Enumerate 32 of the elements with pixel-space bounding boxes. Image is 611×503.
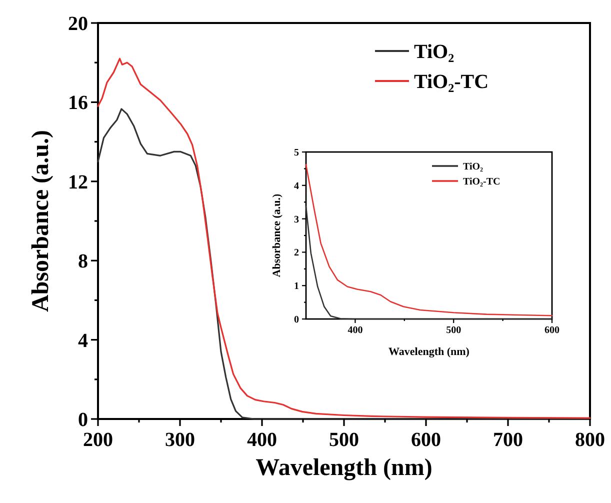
y-tick-label: 4 [78, 330, 88, 352]
x-axis-title: Wavelength (nm) [256, 455, 432, 481]
x-tick-label: 500 [446, 325, 462, 336]
legend-label: TiO₂-TC [463, 176, 500, 188]
line-series [305, 206, 553, 320]
y-axis-title: Absorbance (a.u.) [28, 130, 54, 312]
legend-label: TiO₂ [414, 41, 454, 63]
y-tick-label: 2 [294, 248, 299, 259]
line-series [305, 164, 553, 316]
y-tick-label: 3 [294, 214, 299, 226]
x-tick-label: 600 [411, 429, 441, 451]
x-tick-label: 400 [348, 325, 363, 336]
y-tick-label: 8 [78, 250, 88, 273]
y-axis-title: Absorbance (a.u.) [271, 193, 283, 278]
x-tick-label: 500 [329, 429, 359, 451]
y-tick-label: 0 [78, 409, 88, 431]
y-tick-label: 12 [68, 171, 88, 194]
y-tick-label: 0 [294, 314, 299, 326]
y-tick-label: 20 [68, 13, 88, 35]
x-tick-label: 700 [493, 429, 523, 451]
x-axis-title: Wavelength (nm) [388, 346, 470, 358]
legend-label: TiO₂-TC [414, 71, 489, 93]
y-tick-label: 16 [68, 92, 88, 114]
y-tick-label: 4 [294, 180, 299, 192]
y-tick-label: 1 [294, 281, 299, 292]
x-tick-label: 300 [165, 429, 195, 451]
x-tick-label: 600 [544, 325, 560, 336]
x-tick-label: 200 [83, 429, 113, 451]
x-tick-label: 400 [247, 429, 277, 451]
y-tick-label: 5 [294, 148, 299, 158]
x-tick-label: 800 [575, 429, 605, 451]
legend-label: TiO₂ [463, 162, 484, 172]
